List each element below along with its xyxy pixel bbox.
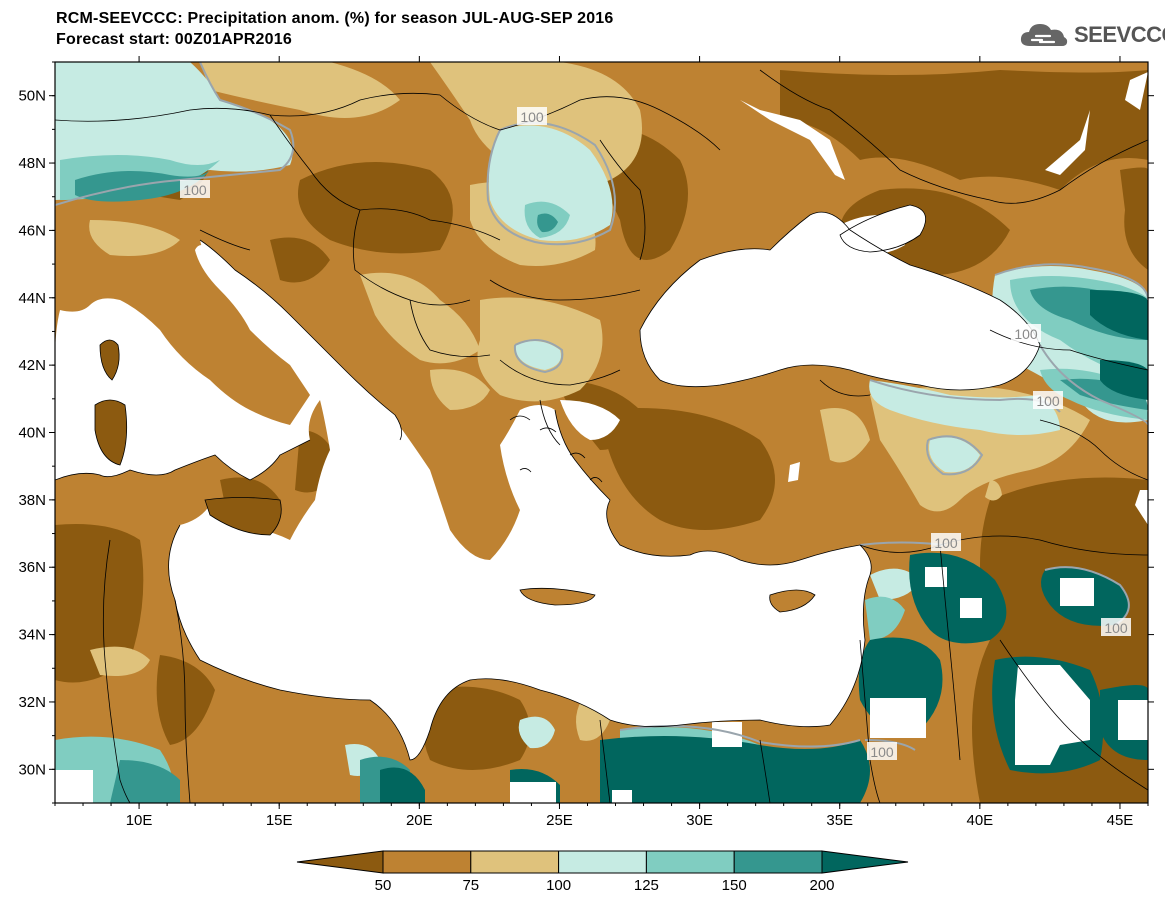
- logo-text: SEEVCCC: [1074, 22, 1165, 47]
- longitude-axis: 10E 15E 20E 25E 30E 35E 40E 45E: [54, 56, 1149, 829]
- colorbar-upper-arrow: [821, 850, 909, 874]
- colorbar-box: [470, 850, 560, 874]
- lon-tick-label: 15E: [266, 812, 293, 829]
- map-field: [55, 62, 1148, 803]
- colorbar-level-label: 100: [546, 877, 571, 894]
- forecast-start-subtitle: Forecast start: 00Z01APR2016: [56, 31, 292, 48]
- contour-label-bg: [867, 742, 897, 760]
- lat-tick-label: 30N: [18, 761, 46, 778]
- contour-label-bg: [1101, 618, 1131, 636]
- colorbar-box: [382, 850, 472, 874]
- colorbar-lower-arrow: [296, 850, 384, 874]
- colorbar-level-label: 50: [375, 877, 392, 894]
- lon-tick-label: 40E: [966, 812, 993, 829]
- contour-label-bg: [931, 533, 961, 551]
- colorbar-box: [558, 850, 647, 874]
- contour-label-bg: [517, 107, 547, 125]
- masked-cells: [55, 72, 1148, 803]
- chart-title: RCM-SEEVCCC: Precipitation anom. (%) for…: [56, 10, 614, 27]
- lon-tick-label: 20E: [406, 812, 433, 829]
- contour-label: 100: [1014, 326, 1038, 342]
- lat-tick-label: 38N: [18, 492, 46, 509]
- colorbar-box: [733, 850, 823, 874]
- lat-tick-label: 44N: [18, 290, 46, 307]
- lon-tick-label: 25E: [546, 812, 573, 829]
- cloud-logo-icon: [1020, 24, 1068, 46]
- contour-label: 100: [1104, 620, 1128, 636]
- lat-tick-label: 48N: [18, 155, 46, 172]
- lat-tick-label: 42N: [18, 357, 46, 374]
- lat-tick-label: 50N: [18, 88, 46, 105]
- colorbar: 50 75 100 125 150 200: [296, 850, 909, 894]
- lon-tick-label: 35E: [826, 812, 853, 829]
- lat-tick-label: 36N: [18, 559, 46, 576]
- lat-tick-label: 34N: [18, 627, 46, 644]
- colorbar-level-label: 75: [462, 877, 479, 894]
- colorbar-level-label: 200: [809, 877, 834, 894]
- contour-label-bg: [1033, 391, 1063, 409]
- colorbar-level-label: 125: [634, 877, 659, 894]
- colorbar-box: [645, 850, 735, 874]
- islands: [95, 215, 905, 612]
- lat-tick-label: 32N: [18, 694, 46, 711]
- coastlines: [55, 204, 1041, 761]
- colorbar-level-label: 150: [722, 877, 747, 894]
- lon-tick-label: 45E: [1107, 812, 1134, 829]
- contour-labels: 100 100 100 100 100 100 100: [180, 107, 1131, 760]
- lat-tick-label: 40N: [18, 425, 46, 442]
- contour-label: 100: [520, 109, 544, 125]
- seevccc-logo: SEEVCCC: [1018, 20, 1165, 50]
- contour-label-bg: [1011, 324, 1041, 342]
- contour-label: 100: [183, 182, 207, 198]
- lon-tick-label: 30E: [686, 812, 713, 829]
- latitude-axis: 30N 32N 34N 36N 38N 40N 42N 44N 46N 48N 50N: [18, 61, 1154, 804]
- contour-label: 100: [934, 535, 958, 551]
- lon-tick-label: 10E: [126, 812, 153, 829]
- lat-tick-label: 46N: [18, 222, 46, 239]
- contour-label-bg: [180, 180, 210, 198]
- contour-label: 100: [1036, 393, 1060, 409]
- sea-areas: [55, 205, 1040, 760]
- contour-label: 100: [870, 744, 894, 760]
